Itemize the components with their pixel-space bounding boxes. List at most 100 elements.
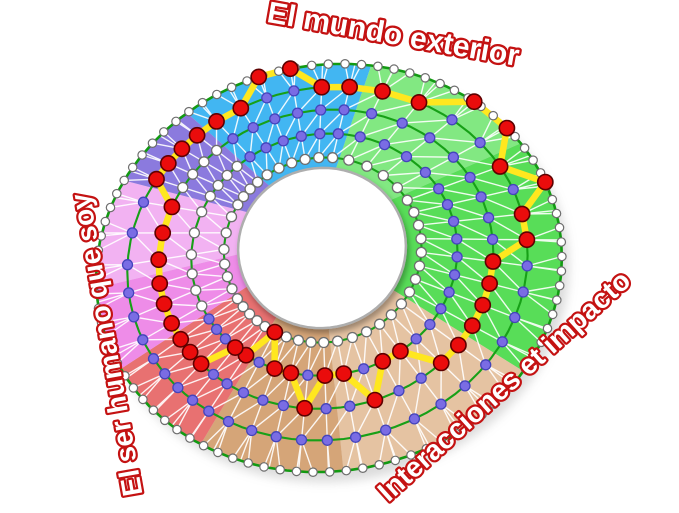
boundary-node[interactable] (557, 251, 567, 262)
boundary-node[interactable] (500, 387, 511, 398)
selected-node[interactable] (491, 158, 509, 175)
level-node-white[interactable] (401, 194, 413, 206)
level-node-violet[interactable] (459, 380, 471, 392)
level-node-violet[interactable] (349, 431, 362, 443)
boundary-node[interactable] (536, 337, 546, 348)
boundary-node[interactable] (160, 415, 170, 426)
boundary-node[interactable] (184, 106, 194, 117)
level-node-white[interactable] (415, 246, 427, 259)
selected-node[interactable] (208, 113, 225, 130)
boundary-node[interactable] (528, 350, 539, 361)
sector-tan-dark[interactable] (200, 316, 344, 473)
level-node-white[interactable] (318, 336, 330, 349)
level-node-violet[interactable] (147, 353, 160, 365)
selected-node[interactable] (155, 295, 173, 313)
level-node-white[interactable] (221, 271, 234, 283)
boundary-node[interactable] (356, 59, 367, 70)
boundary-node[interactable] (374, 459, 384, 470)
level-node-violet[interactable] (354, 131, 366, 143)
level-node-violet[interactable] (244, 151, 256, 163)
selected-node[interactable] (536, 173, 554, 191)
level-node-violet[interactable] (203, 313, 215, 325)
level-node-violet[interactable] (128, 311, 140, 323)
boundary-node[interactable] (105, 202, 116, 213)
selected-node[interactable] (341, 78, 358, 96)
level-node-violet[interactable] (464, 171, 476, 184)
level-node-white[interactable] (196, 300, 208, 312)
level-node-violet[interactable] (451, 233, 463, 245)
boundary-node[interactable] (404, 68, 415, 78)
level-node-white[interactable] (198, 156, 210, 168)
boundary-node[interactable] (556, 266, 567, 276)
level-node-violet[interactable] (358, 363, 370, 375)
boundary-node[interactable] (436, 436, 446, 447)
level-node-violet[interactable] (260, 142, 272, 154)
level-node-white[interactable] (221, 169, 233, 182)
boundary-node[interactable] (242, 76, 252, 86)
level-node-violet[interactable] (433, 183, 445, 195)
boundary-node[interactable] (171, 116, 181, 127)
level-node-white[interactable] (360, 326, 373, 338)
level-node-violet[interactable] (338, 104, 350, 116)
level-node-white[interactable] (415, 233, 427, 245)
selected-node[interactable] (232, 99, 250, 117)
boundary-node[interactable] (185, 433, 195, 443)
level-node-violet[interactable] (295, 130, 307, 142)
level-node-violet[interactable] (207, 368, 220, 381)
level-node-violet[interactable] (227, 133, 239, 145)
level-node-white[interactable] (286, 157, 298, 169)
level-node-white[interactable] (331, 335, 344, 347)
level-node-violet[interactable] (126, 227, 138, 239)
boundary-node[interactable] (91, 260, 102, 270)
sector-pink-bright[interactable] (96, 254, 248, 369)
level-node-white[interactable] (204, 190, 216, 202)
boundary-node[interactable] (198, 440, 209, 451)
selected-node[interactable] (481, 275, 498, 292)
level-node-white[interactable] (377, 169, 389, 182)
boundary-node[interactable] (306, 60, 317, 71)
level-node-violet[interactable] (277, 135, 289, 147)
level-node-white[interactable] (231, 293, 244, 305)
boundary-node[interactable] (127, 162, 138, 173)
level-node-violet[interactable] (441, 198, 454, 211)
level-node-violet[interactable] (410, 333, 422, 345)
boundary-node[interactable] (119, 175, 129, 186)
boundary-node[interactable] (510, 131, 520, 142)
level-node-violet[interactable] (221, 378, 233, 390)
level-node-violet[interactable] (253, 356, 265, 368)
selected-node[interactable] (296, 399, 313, 417)
level-node-violet[interactable] (415, 372, 427, 384)
boundary-node[interactable] (449, 85, 460, 96)
boundary-node[interactable] (100, 331, 111, 342)
level-node-violet[interactable] (237, 386, 250, 399)
boundary-node[interactable] (542, 323, 553, 334)
level-node-violet[interactable] (435, 398, 447, 410)
selected-node[interactable] (150, 251, 168, 269)
level-node-violet[interactable] (509, 311, 521, 324)
level-node-violet[interactable] (315, 104, 327, 116)
level-node-violet[interactable] (247, 121, 259, 134)
level-node-violet[interactable] (365, 107, 378, 120)
level-node-violet[interactable] (446, 114, 458, 126)
selected-node[interactable] (188, 126, 206, 144)
boundary-node[interactable] (556, 237, 567, 247)
level-node-white[interactable] (408, 206, 420, 218)
boundary-node[interactable] (435, 78, 445, 89)
level-node-white[interactable] (326, 152, 339, 164)
boundary-node[interactable] (112, 188, 122, 199)
selected-node[interactable] (374, 82, 391, 100)
level-node-violet[interactable] (378, 138, 391, 151)
boundary-node[interactable] (172, 424, 182, 435)
level-node-white[interactable] (385, 309, 397, 321)
selected-node[interactable] (498, 119, 516, 137)
boundary-node[interactable] (138, 394, 148, 405)
boundary-node[interactable] (323, 59, 334, 69)
level-node-white[interactable] (188, 227, 201, 239)
level-node-violet[interactable] (123, 287, 135, 299)
boundary-node[interactable] (547, 309, 558, 320)
boundary-node[interactable] (243, 458, 253, 468)
boundary-node[interactable] (464, 419, 474, 430)
level-node-violet[interactable] (288, 85, 300, 97)
selected-node[interactable] (173, 140, 191, 158)
selected-node[interactable] (366, 391, 384, 409)
